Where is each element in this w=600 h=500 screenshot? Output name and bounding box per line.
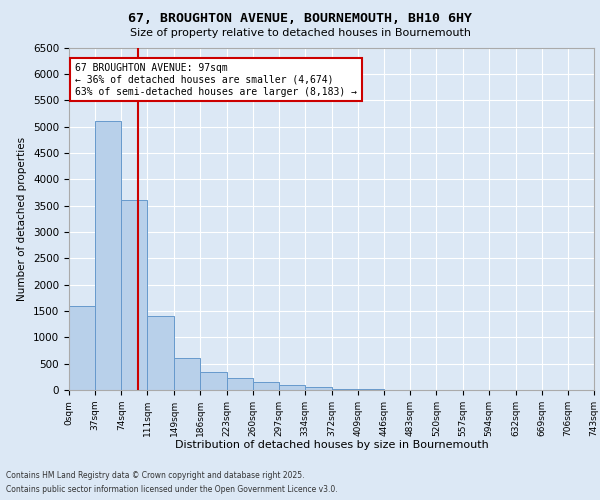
Text: 67 BROUGHTON AVENUE: 97sqm
← 36% of detached houses are smaller (4,674)
63% of s: 67 BROUGHTON AVENUE: 97sqm ← 36% of deta… [74,64,356,96]
Bar [279,386,305,390]
Bar [121,200,148,390]
Bar [69,306,95,390]
Bar [227,378,253,390]
Bar [200,372,227,390]
Bar [174,358,200,390]
Text: Size of property relative to detached houses in Bournemouth: Size of property relative to detached ho… [130,28,470,38]
Text: Contains public sector information licensed under the Open Government Licence v3: Contains public sector information licen… [6,486,338,494]
Text: 67, BROUGHTON AVENUE, BOURNEMOUTH, BH10 6HY: 67, BROUGHTON AVENUE, BOURNEMOUTH, BH10 … [128,12,472,26]
Bar [253,382,279,390]
Y-axis label: Number of detached properties: Number of detached properties [17,136,28,301]
Text: Contains HM Land Registry data © Crown copyright and database right 2025.: Contains HM Land Registry data © Crown c… [6,470,305,480]
X-axis label: Distribution of detached houses by size in Bournemouth: Distribution of detached houses by size … [175,440,488,450]
Bar [358,389,384,390]
Bar [332,388,358,390]
Bar [148,316,174,390]
Bar [305,388,332,390]
Bar [95,122,121,390]
